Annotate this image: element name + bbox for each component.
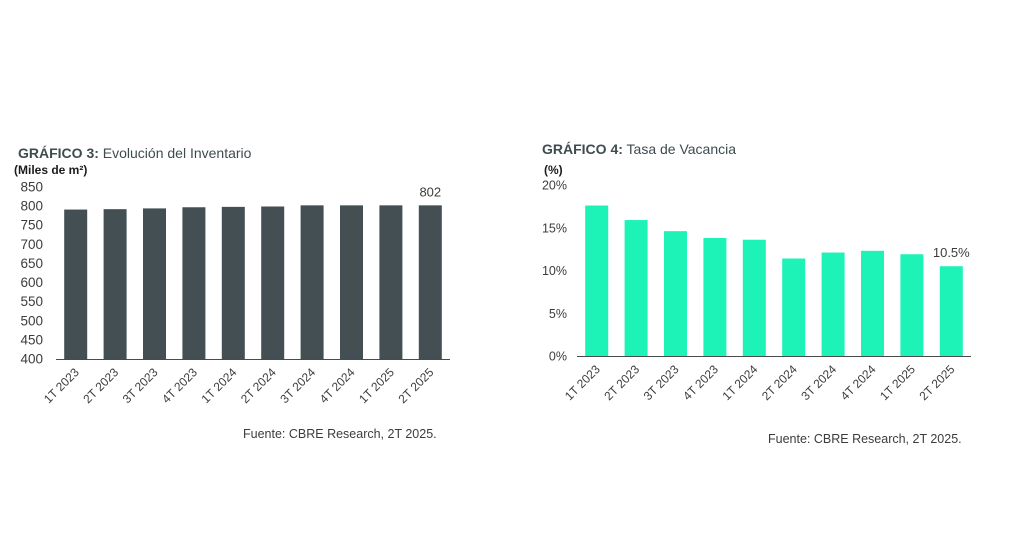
bar — [300, 205, 324, 359]
x-tick-label: 4T 2023 — [159, 365, 200, 406]
y-tick-label: 600 — [20, 275, 43, 290]
unit-label: (%) — [544, 163, 563, 177]
chart-title-prefix: GRÁFICO 3: — [18, 145, 99, 161]
bar — [861, 250, 884, 356]
data-label: 10.5% — [933, 245, 970, 260]
x-tick-label: 2T 2023 — [80, 365, 121, 406]
x-tick-label: 1T 2024 — [199, 365, 240, 406]
x-tick-label: 1T 2023 — [562, 362, 603, 403]
y-tick-label: 550 — [20, 294, 43, 309]
bar — [103, 209, 127, 359]
bar — [821, 252, 845, 356]
x-tick-label: 3T 2023 — [641, 362, 682, 403]
x-tick-label: 3T 2024 — [798, 362, 839, 403]
x-tick-label: 1T 2025 — [356, 365, 397, 406]
y-tick-label: 700 — [20, 237, 43, 252]
x-tick-label: 4T 2024 — [317, 365, 358, 406]
bar — [782, 258, 806, 356]
data-label: 802 — [419, 184, 441, 199]
y-tick-label: 750 — [20, 218, 43, 233]
bar — [221, 206, 245, 359]
x-tick-label: 3T 2023 — [120, 365, 161, 406]
x-tick-label: 2T 2023 — [601, 362, 642, 403]
x-tick-label: 1T 2025 — [877, 362, 918, 403]
vacancy-chart-panel: GRÁFICO 4: Tasa de Vacancia (%) 20% 15% 10… — [512, 0, 1024, 551]
inventory-chart-panel: GRÁFICO 3: Evolución del Inventario (Mil… — [14, 145, 450, 441]
bar — [703, 238, 727, 356]
bar — [900, 254, 924, 356]
chart-title: GRÁFICO 4: Tasa de Vacancia — [542, 141, 736, 157]
bar — [182, 207, 206, 359]
y-tick-label: 850 — [20, 180, 43, 195]
x-tick-label: 3T 2024 — [277, 365, 318, 406]
y-tick-label: 15% — [542, 221, 567, 235]
x-tick-label: 1T 2023 — [41, 365, 82, 406]
y-tick-label: 650 — [20, 256, 43, 271]
source-note: Fuente: CBRE Research, 2T 2025. — [768, 432, 962, 446]
chart-title-text: Evolución del Inventario — [102, 145, 252, 161]
bar — [379, 205, 403, 359]
bar — [742, 239, 766, 356]
bar — [585, 205, 609, 356]
y-tick-label: 450 — [20, 332, 43, 347]
unit-label: (Miles de m²) — [14, 163, 88, 177]
y-tick-label: 10% — [542, 264, 567, 278]
x-tick-label: 2T 2025 — [396, 365, 437, 406]
y-tick-label: 0% — [549, 350, 567, 364]
bar — [939, 266, 963, 356]
chart-title-text: Tasa de Vacancia — [626, 141, 737, 157]
x-tick-label: 2T 2024 — [238, 365, 279, 406]
bar — [340, 205, 363, 359]
bar — [64, 209, 88, 359]
bar — [418, 205, 442, 359]
bar — [261, 206, 285, 359]
x-tick-label: 2T 2024 — [759, 362, 800, 403]
chart-title-prefix: GRÁFICO 4: — [542, 141, 623, 157]
y-tick-label: 400 — [20, 352, 43, 367]
bar — [143, 208, 166, 359]
y-tick-label: 800 — [20, 199, 43, 214]
chart-title: GRÁFICO 3: Evolución del Inventario — [18, 145, 251, 161]
y-tick-label: 5% — [549, 307, 567, 321]
source-note: Fuente: CBRE Research, 2T 2025. — [243, 427, 437, 441]
x-tick-label: 1T 2024 — [720, 362, 761, 403]
bar — [624, 220, 648, 356]
x-tick-label: 2T 2025 — [917, 362, 958, 403]
x-tick-label: 4T 2024 — [838, 362, 879, 403]
y-tick-label: 500 — [20, 313, 43, 328]
x-tick-label: 4T 2023 — [680, 362, 721, 403]
y-tick-label: 20% — [542, 179, 567, 193]
bar — [664, 231, 687, 356]
